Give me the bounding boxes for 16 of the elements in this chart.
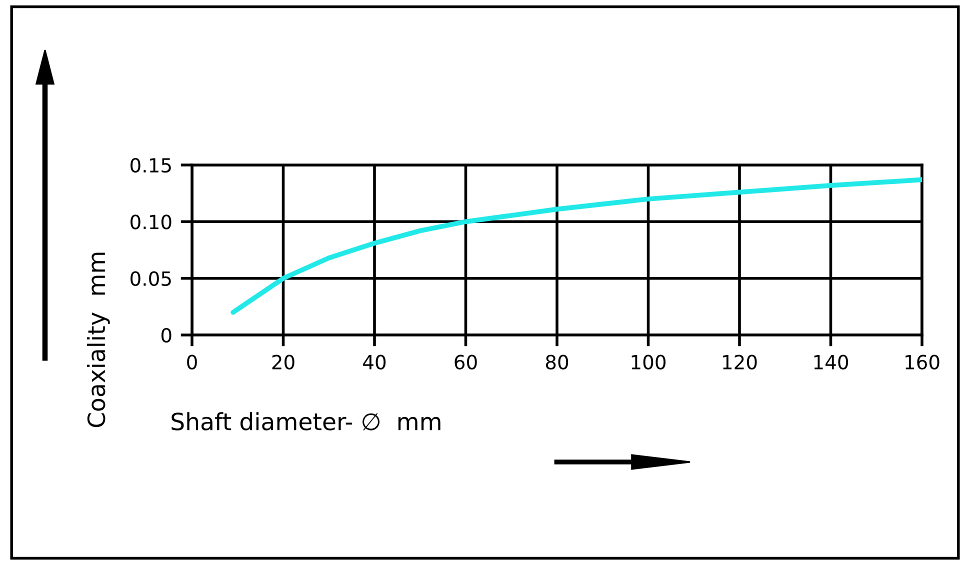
x-tick-label: 160 <box>906 354 940 370</box>
x-tick-label: 40 <box>363 354 386 370</box>
line-series <box>230 177 922 315</box>
x-tick-label: 60 <box>454 354 477 370</box>
x-tick-label: 80 <box>546 354 568 370</box>
y-tick-label: 0.15 <box>130 158 171 173</box>
x-tick-label: 20 <box>272 354 294 370</box>
x-axis-title: Shaft diameter- ∅ mm <box>172 412 440 430</box>
y-tick-label: 0 <box>161 328 172 343</box>
y-axis-title: Coaxiality mm <box>86 252 110 428</box>
x-tick-label: 100 <box>632 354 666 370</box>
x-tick-label: 0 <box>187 354 197 370</box>
x-tick-label: 140 <box>814 354 848 370</box>
x-tick-label: 120 <box>723 354 757 370</box>
y-tick-label: 0.05 <box>130 271 171 286</box>
y-tick-label: 0.10 <box>130 214 172 230</box>
